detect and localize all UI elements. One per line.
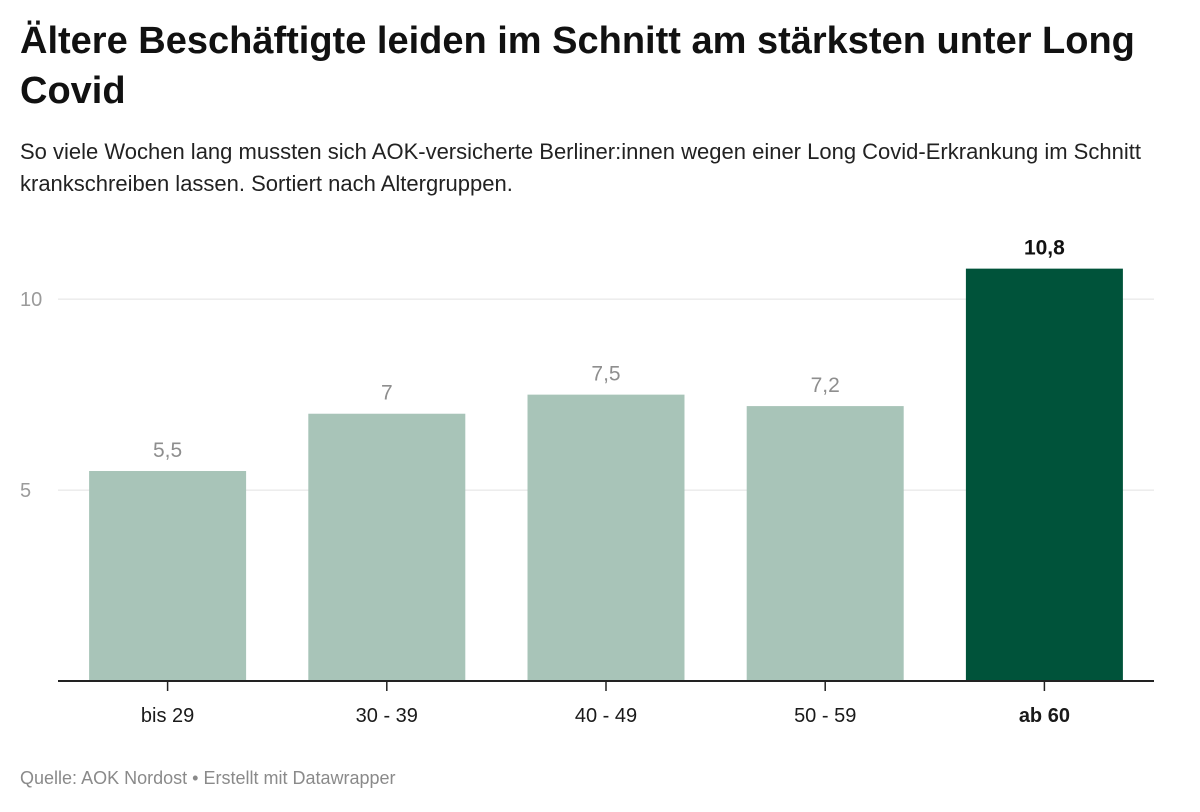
x-tick-label: ab 60: [1019, 705, 1070, 727]
datawrapper-credit: Erstellt mit Datawrapper: [203, 768, 396, 788]
chart-footer: Quelle: AOK Nordost • Erstellt mit Dataw…: [20, 768, 396, 789]
value-label: 10,8: [1024, 237, 1065, 260]
footer-separator: •: [192, 768, 199, 788]
bar-chart: 5 10 5,5 bis 29 7 30 - 39 7,5 40 - 49 7,2 50 - 59…: [20, 237, 1154, 727]
bar: [308, 413, 466, 681]
x-tick-label: 30 - 39: [356, 705, 418, 727]
bar: [746, 406, 904, 681]
chart-title: Ältere Beschäftigte leiden im Schnitt am…: [20, 20, 1135, 112]
value-label: 5,5: [153, 439, 182, 462]
x-tick-label: bis 29: [141, 705, 194, 727]
x-tick-label: 50 - 59: [794, 705, 856, 727]
value-label: 7,2: [811, 374, 840, 397]
y-tick-label: 5: [20, 480, 31, 502]
bar: [89, 471, 247, 681]
value-label: 7: [381, 382, 393, 405]
value-label: 7,5: [591, 363, 620, 386]
source-label: Quelle:: [20, 768, 78, 788]
chart-subtitle: So viele Wochen lang mussten sich AOK-ve…: [20, 139, 1141, 196]
bar: [965, 268, 1123, 681]
y-tick-label: 10: [20, 289, 42, 311]
bar: [527, 394, 685, 681]
x-tick-label: 40 - 49: [575, 705, 637, 727]
source-name: AOK Nordost: [81, 768, 188, 788]
